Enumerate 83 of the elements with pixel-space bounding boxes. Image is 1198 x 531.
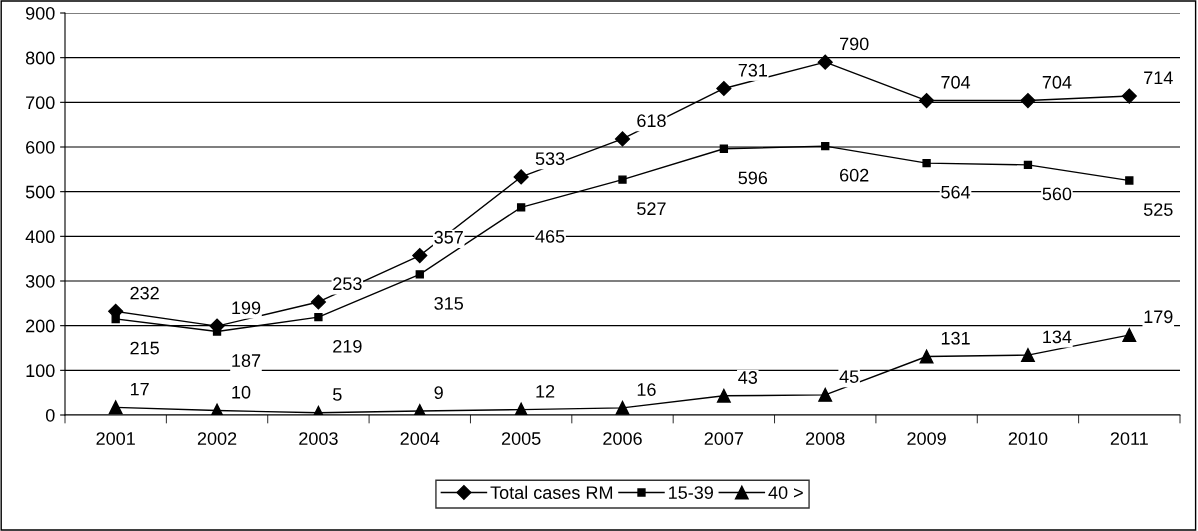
data-label: 5 [333, 388, 342, 401]
x-tick-label: 2002 [197, 432, 237, 445]
y-tick-label: 700 [26, 96, 55, 110]
data-label: 618 [637, 114, 666, 128]
data-label: 714 [1144, 71, 1173, 84]
data-label: 465 [535, 230, 565, 243]
point [919, 92, 935, 109]
x-tick-label: 2005 [501, 432, 541, 445]
x-tick-label: 2003 [299, 432, 338, 445]
y-tick-label: 100 [26, 364, 55, 378]
legend-label: 40 > [768, 486, 803, 499]
point [1121, 88, 1137, 104]
point [310, 294, 326, 310]
data-label: 704 [1042, 75, 1072, 89]
data-label: 525 [1143, 203, 1173, 216]
point [818, 387, 833, 402]
data-label: 43 [738, 371, 758, 384]
y-tick-label: 600 [26, 140, 55, 154]
point [919, 349, 934, 364]
point [817, 54, 833, 70]
data-label: 596 [738, 171, 768, 185]
y-tick-label: 200 [26, 319, 55, 333]
point [1020, 92, 1036, 109]
point [821, 141, 830, 151]
point [1023, 160, 1033, 170]
x-tick-label: 2008 [806, 432, 845, 445]
point [922, 158, 931, 168]
point [513, 169, 529, 185]
data-label: 790 [840, 37, 869, 51]
point [618, 175, 627, 184]
x-tick-label: 2004 [400, 432, 440, 445]
data-label: 560 [1042, 187, 1072, 201]
data-label: 12 [536, 384, 555, 398]
point [716, 388, 731, 403]
point [111, 314, 120, 324]
data-label: 564 [941, 185, 971, 199]
data-label: 602 [840, 168, 869, 182]
data-label: 187 [232, 354, 261, 367]
data-label: 215 [130, 341, 159, 355]
legend-label: 15-39 [669, 486, 713, 499]
legend-label: Total cases RM [490, 485, 613, 499]
data-label: 179 [1144, 310, 1173, 324]
point [516, 203, 526, 212]
data-label: 731 [738, 63, 767, 77]
x-tick-label: 2010 [1008, 432, 1048, 445]
point [719, 144, 729, 153]
point [314, 313, 323, 322]
data-label: 315 [434, 297, 464, 310]
y-tick-label: 800 [25, 51, 55, 65]
y-tick-label: 300 [25, 274, 55, 288]
data-label: 253 [333, 277, 362, 291]
x-tick-label: 2006 [603, 432, 642, 445]
point [1021, 348, 1035, 363]
data-label: 134 [1043, 330, 1072, 344]
data-label: 357 [434, 230, 463, 244]
point [614, 131, 631, 147]
data-label: 17 [130, 382, 149, 396]
data-label: 219 [333, 339, 362, 353]
point [1125, 176, 1134, 185]
data-label: 45 [839, 370, 859, 383]
point [415, 270, 424, 279]
data-label: 16 [637, 383, 656, 396]
point [108, 400, 123, 415]
x-tick-label: 2009 [907, 432, 946, 445]
y-tick-label: 900 [26, 6, 55, 20]
data-label: 9 [434, 386, 443, 400]
data-label: 704 [941, 75, 971, 89]
data-label: 533 [535, 152, 565, 166]
point [1122, 328, 1137, 342]
data-label: 131 [941, 331, 970, 345]
data-label: 527 [637, 202, 666, 216]
y-tick-label: 0 [45, 408, 55, 422]
point [615, 400, 630, 415]
y-tick-label: 400 [25, 230, 55, 244]
data-label: 232 [130, 286, 159, 300]
point [412, 247, 428, 264]
data-label: 10 [232, 385, 251, 399]
x-tick-label: 2011 [1110, 432, 1148, 445]
point [716, 80, 732, 97]
y-tick-label: 500 [25, 185, 55, 199]
data-label: 199 [232, 301, 261, 315]
x-tick-label: 2001 [96, 432, 135, 445]
x-tick-label: 2007 [704, 432, 744, 445]
